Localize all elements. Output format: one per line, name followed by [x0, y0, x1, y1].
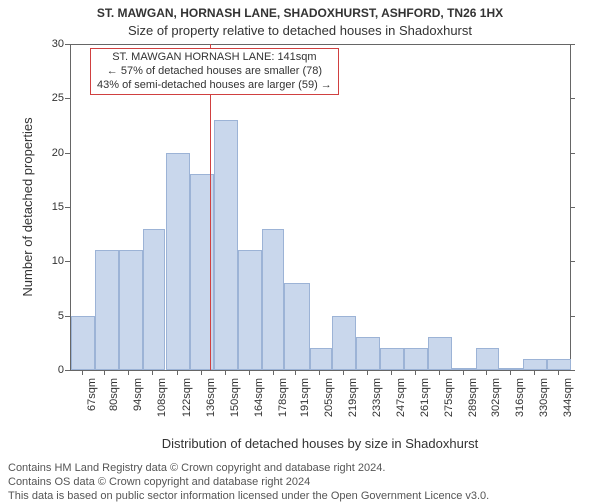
annotation-line-1: ST. MAWGAN HORNASH LANE: 141sqm	[97, 51, 332, 65]
x-tick-mark	[343, 370, 344, 375]
y-axis-label: Number of detached properties	[20, 44, 35, 370]
annotation-line-3: 43% of semi-detached houses are larger (…	[97, 79, 332, 93]
x-tick-mark	[534, 370, 535, 375]
x-tick-mark	[319, 370, 320, 375]
y-tick-mark	[570, 261, 575, 262]
y-tick-mark	[570, 316, 575, 317]
x-axis-label: Distribution of detached houses by size …	[70, 436, 570, 451]
chart-title-main: ST. MAWGAN, HORNASH LANE, SHADOXHURST, A…	[0, 6, 600, 20]
x-tick-label: 191sqm	[299, 378, 311, 428]
annotation-line-2: ← 57% of detached houses are smaller (78…	[97, 65, 332, 79]
y-tick-mark	[570, 153, 575, 154]
y-tick-label: 0	[40, 364, 64, 376]
histogram-bar	[262, 229, 284, 370]
chart-title-sub: Size of property relative to detached ho…	[0, 23, 600, 38]
x-tick-label: 344sqm	[562, 378, 574, 428]
x-tick-label: 94sqm	[132, 378, 144, 428]
x-tick-label: 219sqm	[347, 378, 359, 428]
x-tick-mark	[104, 370, 105, 375]
x-tick-label: 178sqm	[277, 378, 289, 428]
y-tick-mark	[570, 98, 575, 99]
histogram-bar	[404, 348, 428, 370]
x-tick-mark	[558, 370, 559, 375]
histogram-bar	[428, 337, 452, 370]
histogram-bar	[143, 229, 165, 370]
x-tick-mark	[201, 370, 202, 375]
x-tick-label: 316sqm	[514, 378, 526, 428]
footer-line-1: Contains HM Land Registry data © Crown c…	[8, 462, 489, 476]
histogram-bar	[356, 337, 380, 370]
x-tick-label: 205sqm	[323, 378, 335, 428]
histogram-bar	[523, 359, 547, 370]
x-tick-label: 275sqm	[443, 378, 455, 428]
histogram-bar	[476, 348, 498, 370]
histogram-bar	[166, 153, 190, 370]
x-tick-mark	[225, 370, 226, 375]
y-tick-label: 10	[40, 255, 64, 267]
x-tick-label: 233sqm	[371, 378, 383, 428]
y-tick-mark	[65, 207, 70, 208]
x-tick-label: 247sqm	[395, 378, 407, 428]
x-tick-mark	[152, 370, 153, 375]
y-tick-mark	[65, 98, 70, 99]
histogram-bar	[71, 316, 95, 370]
annotation-box: ST. MAWGAN HORNASH LANE: 141sqm ← 57% of…	[90, 48, 339, 95]
y-tick-label: 5	[40, 310, 64, 322]
y-tick-label: 15	[40, 201, 64, 213]
histogram-bar	[380, 348, 404, 370]
x-tick-mark	[295, 370, 296, 375]
x-tick-label: 261sqm	[419, 378, 431, 428]
x-tick-mark	[486, 370, 487, 375]
x-tick-mark	[510, 370, 511, 375]
y-tick-mark	[65, 370, 70, 371]
chart-border-top	[71, 44, 571, 45]
footer-line-3: This data is based on public sector info…	[8, 490, 489, 503]
x-tick-mark	[391, 370, 392, 375]
histogram-bar	[119, 250, 143, 370]
x-tick-label: 302sqm	[490, 378, 502, 428]
x-tick-label: 67sqm	[86, 378, 98, 428]
x-tick-label: 289sqm	[467, 378, 479, 428]
histogram-bar	[238, 250, 262, 370]
x-tick-label: 80sqm	[108, 378, 120, 428]
x-tick-mark	[273, 370, 274, 375]
x-tick-label: 122sqm	[181, 378, 193, 428]
x-tick-mark	[415, 370, 416, 375]
y-tick-mark	[570, 370, 575, 371]
x-tick-mark	[463, 370, 464, 375]
x-tick-label: 164sqm	[253, 378, 265, 428]
x-tick-mark	[249, 370, 250, 375]
y-tick-mark	[65, 153, 70, 154]
y-tick-label: 25	[40, 92, 64, 104]
x-tick-label: 108sqm	[156, 378, 168, 428]
footer-line-2: Contains OS data © Crown copyright and d…	[8, 476, 489, 490]
x-tick-label: 330sqm	[538, 378, 550, 428]
x-tick-mark	[177, 370, 178, 375]
histogram-bar	[310, 348, 332, 370]
footer-attribution: Contains HM Land Registry data © Crown c…	[8, 462, 489, 503]
y-tick-label: 20	[40, 147, 64, 159]
x-tick-label: 136sqm	[205, 378, 217, 428]
histogram-bar	[332, 316, 356, 370]
histogram-bar	[95, 250, 119, 370]
histogram-bar	[284, 283, 310, 370]
histogram-bar	[214, 120, 238, 370]
x-tick-label: 150sqm	[229, 378, 241, 428]
y-tick-mark	[570, 44, 575, 45]
x-tick-mark	[128, 370, 129, 375]
x-tick-mark	[82, 370, 83, 375]
y-tick-mark	[65, 261, 70, 262]
y-tick-mark	[65, 316, 70, 317]
x-tick-mark	[439, 370, 440, 375]
y-tick-mark	[65, 44, 70, 45]
x-tick-mark	[367, 370, 368, 375]
y-tick-mark	[570, 207, 575, 208]
y-tick-label: 30	[40, 38, 64, 50]
histogram-bar	[547, 359, 571, 370]
